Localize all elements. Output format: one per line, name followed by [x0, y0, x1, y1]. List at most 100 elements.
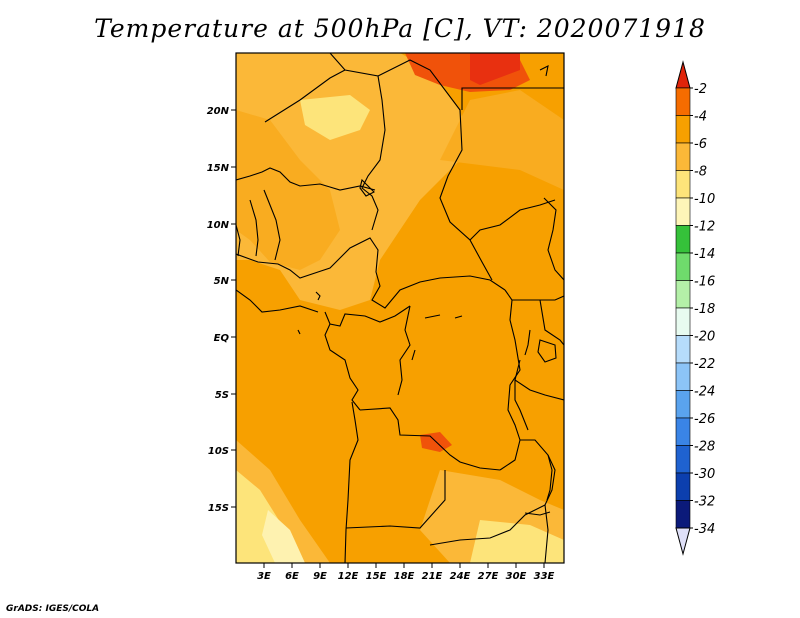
border-congo	[324, 305, 411, 327]
colorbar-label: -20	[694, 330, 715, 345]
lat-tick-label: 5N	[214, 276, 230, 287]
border-malawi-mozambique	[499, 439, 556, 563]
lake-tanganyika	[514, 329, 531, 431]
colorbar-label: -2	[694, 82, 707, 97]
colorbar-label: -30	[694, 467, 715, 482]
lakes-drc	[411, 314, 463, 361]
band-minus7-east	[440, 90, 564, 190]
colorbar-label: -28	[694, 440, 715, 455]
lat-tick-label: 15S	[208, 503, 229, 514]
border-gabon-congo	[324, 323, 361, 411]
colorbar-label: -32	[694, 495, 715, 510]
colorbar-swatch	[675, 225, 691, 254]
lat-tick-label: 20N	[207, 106, 230, 117]
colorbar-swatch	[675, 472, 691, 501]
colorbar-swatch	[675, 307, 691, 336]
coast-angola	[344, 401, 359, 563]
colorbar-label: -10	[694, 192, 715, 207]
band-minus7-west	[236, 110, 340, 270]
footer-credit: GrADS: IGES/COLA	[6, 604, 100, 614]
colorbar-swatch	[675, 142, 691, 171]
border-egypt	[461, 87, 564, 110]
colorbar-label: -12	[694, 220, 715, 235]
band-minus12-minus10	[262, 510, 305, 563]
island-bioko	[315, 291, 321, 301]
border-algeria-niger	[264, 69, 346, 123]
lon-tick-label: 12E	[338, 571, 359, 582]
colorbar-swatch	[675, 197, 691, 226]
colorbar-swatch	[675, 252, 691, 281]
lat-tick-label: 10S	[208, 446, 229, 457]
colorbar-label: -26	[694, 412, 715, 427]
lon-tick-label: 6E	[285, 571, 299, 582]
lon-tick-label: 18E	[394, 571, 415, 582]
map-title: Temperature at 500hPa [C], VT: 202007191…	[94, 14, 706, 43]
colorbar-label: -6	[694, 137, 707, 152]
colorbar-swatch	[675, 362, 691, 391]
lat-tick-label: 10N	[207, 220, 230, 231]
lon-tick-label: 9E	[313, 571, 327, 582]
colorbar-swatch	[675, 417, 691, 446]
border-ethiopia	[543, 197, 564, 281]
border-drc-east	[504, 289, 521, 441]
border-ghana-togo	[249, 199, 259, 257]
border-uganda	[512, 295, 564, 301]
lon-tick-label: 30E	[506, 571, 527, 582]
border-benin-nigeria	[263, 189, 281, 261]
border-central	[236, 237, 506, 309]
lake-chad	[359, 178, 375, 197]
colorbar-swatch	[675, 115, 691, 144]
lat-axis: 20N 15N 10N 5N EQ 5S 10S 15S	[207, 106, 236, 514]
lon-tick-label: 3E	[257, 571, 271, 582]
lon-tick-label: 24E	[450, 571, 471, 582]
border-south-sudan	[469, 199, 556, 241]
lon-tick-label: 21E	[422, 571, 443, 582]
lake-kariba	[524, 511, 551, 516]
colorbar-swatch	[675, 170, 691, 199]
border-sahel	[236, 167, 376, 191]
lon-axis: 3E 6E 9E 12E 15E 18E 21E 24E 27E 30E 33E	[257, 563, 555, 582]
colorbar-label: -8	[694, 165, 707, 180]
colorbar-swatch	[675, 280, 691, 309]
coast-red-sea	[539, 65, 549, 77]
colorbar-label: -18	[694, 302, 715, 317]
border-tanzania	[514, 379, 564, 401]
lake-malawi	[546, 454, 553, 501]
border-angola-namibia	[345, 470, 446, 529]
band-warmest-north	[470, 53, 520, 85]
border-libya-chad-sudan	[377, 59, 493, 281]
lon-tick-label: 27E	[478, 571, 499, 582]
borders	[236, 53, 564, 563]
colorbar-label: -4	[694, 110, 707, 125]
band-minus10-minus8-southeast	[470, 520, 564, 563]
border-congo-drc	[397, 305, 411, 396]
map-frame	[235, 52, 565, 564]
colorbar-label: -14	[694, 247, 715, 262]
coast-west-africa	[236, 289, 319, 313]
lake-victoria	[537, 339, 557, 363]
lat-tick-label: 15N	[207, 163, 230, 174]
temperature-field	[236, 53, 564, 563]
border-west-edge	[236, 224, 241, 257]
colorbar-swatch	[675, 445, 691, 474]
colorbar-swatch	[675, 390, 691, 419]
border-angola-drc	[359, 407, 501, 471]
island-sao-tome	[297, 329, 301, 335]
colorbar-min-triangle	[675, 527, 691, 556]
colorbar-swatch	[675, 500, 691, 529]
colorbar-label: -16	[694, 275, 715, 290]
border-niger-chad	[329, 53, 386, 231]
colorbar-label: -24	[694, 385, 715, 400]
lat-tick-label: 5S	[215, 390, 229, 401]
colorbar: -2 -4 -6 -8 -10 -12 -14 -16 -18 -20 -22 -24 -26 -28 -3…	[675, 60, 715, 556]
lat-tick-label: EQ	[214, 333, 230, 344]
colorbar-label: -22	[694, 357, 715, 372]
colorbar-swatch	[675, 87, 691, 116]
colorbar-swatch	[675, 335, 691, 364]
lon-tick-label: 15E	[366, 571, 387, 582]
border-uganda-kenya	[539, 299, 564, 346]
lon-tick-label: 33E	[534, 571, 555, 582]
band-minus10-minus8-north	[300, 95, 370, 140]
colorbar-label: -34	[694, 522, 715, 537]
